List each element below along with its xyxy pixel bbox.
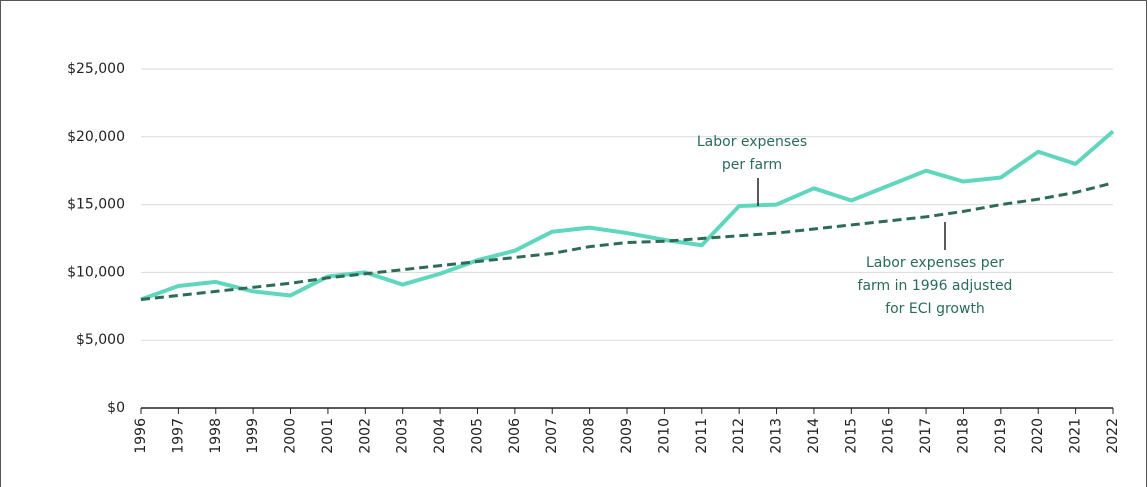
x-tick-label: 2015 [843,418,859,454]
x-tick-label: 2022 [1105,418,1121,454]
x-tick-label: 2017 [918,418,934,454]
x-tick-label: 2005 [469,418,485,454]
x-tick-label: 2007 [544,418,560,454]
x-tick-label: 2012 [731,418,747,454]
x-tick-label: 1996 [133,418,149,454]
annotation: for ECI growth [885,301,985,317]
x-tick-label: 2010 [656,418,672,454]
x-tick-label: 2020 [1030,418,1046,454]
x-tick-label: 2008 [582,418,598,454]
x-tick-label: 2014 [806,418,822,454]
x-tick-label: 2018 [955,418,971,454]
annotation: Labor expenses per [866,255,1004,271]
y-tick-label: $5,000 [76,332,125,348]
series-line [140,129,1115,302]
annotation: per farm [722,157,782,173]
x-tick-label: 2013 [769,418,785,454]
x-tick-label: 1999 [245,418,261,454]
annotation: Labor expenses [697,134,807,150]
series-line [140,181,1114,302]
x-tick-label: 2003 [395,418,411,454]
y-tick-label: $15,000 [67,197,125,213]
x-tick-label: 2001 [320,418,336,454]
x-tick-label: 2000 [283,418,299,454]
x-tick-label: 2021 [1068,418,1084,454]
annotation: farm in 1996 adjusted [858,278,1013,294]
x-tick-label: 2002 [357,418,373,454]
y-tick-label: $25,000 [67,61,125,77]
x-tick-label: 2006 [507,418,523,454]
x-tick-label: 1998 [208,418,224,454]
x-tick-label: 2004 [432,418,448,454]
x-tick-label: 2016 [881,418,897,454]
x-tick-label: 2011 [694,418,710,454]
y-tick-label: $10,000 [67,264,125,280]
y-tick-label: $0 [107,400,125,416]
x-tick-label: 2009 [619,418,635,454]
y-tick-label: $20,000 [67,129,125,145]
x-tick-label: 2019 [993,418,1009,454]
x-tick-label: 1997 [170,418,186,454]
